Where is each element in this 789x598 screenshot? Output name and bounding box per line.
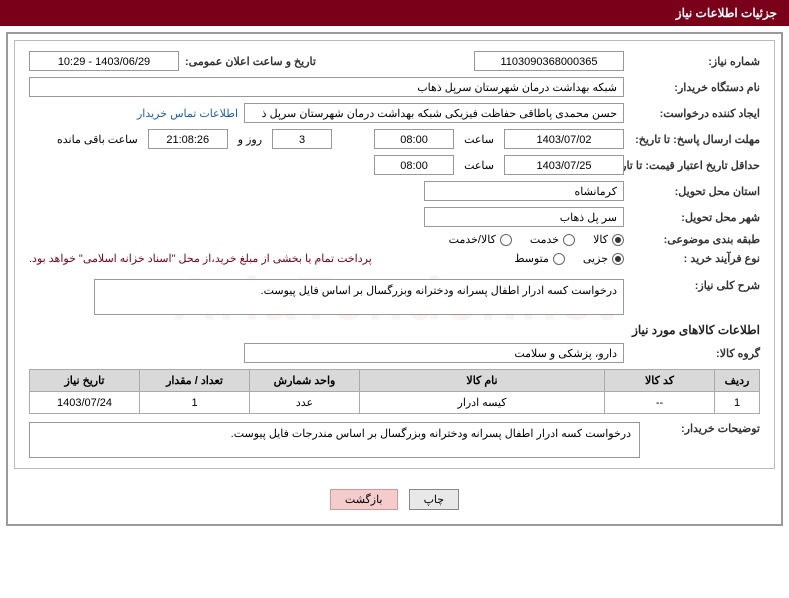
outer-panel: شماره نیاز: 1103090368000365 تاریخ و ساع…: [6, 32, 783, 526]
table-header-row: ردیف کد کالا نام کالا واحد شمارش تعداد /…: [30, 370, 760, 392]
city-value: سر پل ذهاب: [424, 207, 624, 227]
th-name: نام کالا: [360, 370, 605, 392]
need-no-value: 1103090368000365: [474, 51, 624, 71]
row-requester: ایجاد کننده درخواست: حسن محمدی پاطاقی حف…: [29, 103, 760, 123]
deadline-date: 1403/07/02: [504, 129, 624, 149]
th-date: تاریخ نیاز: [30, 370, 140, 392]
contact-link[interactable]: اطلاعات تماس خریدار: [137, 107, 238, 120]
time-label-2: ساعت: [464, 159, 494, 172]
button-row: چاپ بازگشت: [14, 489, 775, 518]
remain-time: 21:08:26: [148, 129, 228, 149]
td-qty: 1: [140, 392, 250, 414]
td-name: کیسه ادرار: [360, 392, 605, 414]
radio-part-label: جزیی: [583, 252, 608, 265]
th-code: کد کالا: [605, 370, 715, 392]
row-category: طبقه بندی موضوعی: کالا خدمت کالا/خدمت: [29, 233, 760, 246]
desc-value: درخواست کسه ادرار اطفال پسرانه ودخترانه …: [94, 279, 624, 315]
desc-label: شرح کلی نیاز:: [630, 279, 760, 292]
announce-label: تاریخ و ساعت اعلان عمومی:: [185, 55, 316, 68]
inner-panel: شماره نیاز: 1103090368000365 تاریخ و ساع…: [14, 40, 775, 469]
province-label: استان محل تحویل:: [630, 185, 760, 198]
buyer-value: شبکه بهداشت درمان شهرستان سرپل ذهاب: [29, 77, 624, 97]
time-label-1: ساعت: [464, 133, 494, 146]
row-deadline: مهلت ارسال پاسخ: تا تاریخ: 1403/07/02 سا…: [29, 129, 760, 149]
announce-value: 1403/06/29 - 10:29: [29, 51, 179, 71]
process-radios: جزیی متوسط: [514, 252, 624, 265]
days-label: روز و: [238, 133, 262, 146]
row-city: شهر محل تحویل: سر پل ذهاب: [29, 207, 760, 227]
row-desc: شرح کلی نیاز: درخواست کسه ادرار اطفال پس…: [29, 279, 760, 315]
days-value: 3: [272, 129, 332, 149]
td-row: 1: [715, 392, 760, 414]
title-bar: جزئیات اطلاعات نیاز: [0, 0, 789, 26]
back-button[interactable]: بازگشت: [330, 489, 398, 510]
radio-service-label: خدمت: [530, 233, 559, 246]
row-need-no: شماره نیاز: 1103090368000365 تاریخ و ساع…: [29, 51, 760, 71]
group-value: دارو، پزشکی و سلامت: [244, 343, 624, 363]
td-date: 1403/07/24: [30, 392, 140, 414]
radio-both[interactable]: [500, 234, 512, 246]
radio-service[interactable]: [563, 234, 575, 246]
group-label: گروه کالا:: [630, 347, 760, 360]
row-buyer-desc: توضیحات خریدار: درخواست کسه ادرار اطفال …: [29, 422, 760, 458]
validity-time: 08:00: [374, 155, 454, 175]
city-label: شهر محل تحویل:: [630, 211, 760, 224]
print-button[interactable]: چاپ: [409, 489, 460, 510]
row-validity: حداقل تاریخ اعتبار قیمت: تا تاریخ: 1403/…: [29, 155, 760, 175]
category-label: طبقه بندی موضوعی:: [630, 233, 760, 246]
remain-label: ساعت باقی مانده: [57, 133, 138, 146]
goods-table: ردیف کد کالا نام کالا واحد شمارش تعداد /…: [29, 369, 760, 414]
requester-label: ایجاد کننده درخواست:: [630, 107, 760, 120]
row-process: نوع فرآیند خرید : جزیی متوسط پرداخت تمام…: [29, 252, 760, 265]
td-code: --: [605, 392, 715, 414]
row-buyer: نام دستگاه خریدار: شبکه بهداشت درمان شهر…: [29, 77, 760, 97]
goods-section-title: اطلاعات کالاهای مورد نیاز: [29, 323, 760, 337]
validity-date: 1403/07/25: [504, 155, 624, 175]
radio-part[interactable]: [612, 253, 624, 265]
row-province: استان محل تحویل: کرمانشاه: [29, 181, 760, 201]
row-group: گروه کالا: دارو، پزشکی و سلامت: [29, 343, 760, 363]
requester-value: حسن محمدی پاطاقی حفاظت فیزیکی شبکه بهداش…: [244, 103, 624, 123]
th-unit: واحد شمارش: [250, 370, 360, 392]
validity-label: حداقل تاریخ اعتبار قیمت: تا تاریخ:: [630, 159, 760, 172]
radio-goods-label: کالا: [593, 233, 608, 246]
td-unit: عدد: [250, 392, 360, 414]
radio-mid-label: متوسط: [514, 252, 549, 265]
province-value: کرمانشاه: [424, 181, 624, 201]
category-radios: کالا خدمت کالا/خدمت: [449, 233, 624, 246]
deadline-time: 08:00: [374, 129, 454, 149]
deadline-label: مهلت ارسال پاسخ: تا تاریخ:: [630, 133, 760, 146]
need-no-label: شماره نیاز:: [630, 55, 760, 68]
radio-both-label: کالا/خدمت: [449, 233, 496, 246]
th-row: ردیف: [715, 370, 760, 392]
radio-goods[interactable]: [612, 234, 624, 246]
table-row: 1 -- کیسه ادرار عدد 1 1403/07/24: [30, 392, 760, 414]
buyer-label: نام دستگاه خریدار:: [630, 81, 760, 94]
payment-note: پرداخت تمام یا بخشی از مبلغ خرید،از محل …: [29, 252, 372, 265]
process-label: نوع فرآیند خرید :: [630, 252, 760, 265]
buyer-desc-value: درخواست کسه ادرار اطفال پسرانه ودخترانه …: [29, 422, 640, 458]
radio-mid[interactable]: [553, 253, 565, 265]
th-qty: تعداد / مقدار: [140, 370, 250, 392]
buyer-desc-label: توضیحات خریدار:: [650, 422, 760, 435]
